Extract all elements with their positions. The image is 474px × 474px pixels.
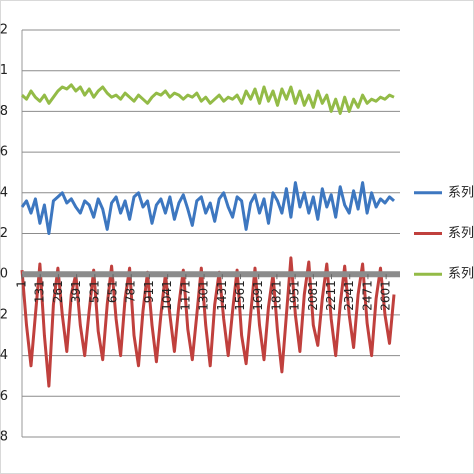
x-tick-label: 1951 <box>288 280 302 311</box>
x-tick-label: 1041 <box>160 280 174 311</box>
x-tick-label: 1171 <box>178 280 192 311</box>
x-tick-label: 1301 <box>197 280 211 311</box>
x-tick-label: 2341 <box>342 280 356 311</box>
x-tick-label: 391 <box>69 280 83 303</box>
x-tick-label: 1431 <box>215 280 229 311</box>
x-tick-label: 1821 <box>269 280 283 311</box>
y-tick-label: 1 <box>0 63 8 78</box>
x-tick-label: 2081 <box>306 280 320 311</box>
x-tick-label: 781 <box>124 280 138 303</box>
y-tick-label: 8 <box>0 104 8 119</box>
x-tick-label: 131 <box>33 280 47 303</box>
x-tick-label: 2471 <box>360 280 374 311</box>
legend-label: 系列 <box>448 185 474 200</box>
x-tick-label: 2211 <box>324 280 338 311</box>
series-line <box>20 83 395 115</box>
y-tick-label: 6 <box>0 389 8 404</box>
series-line <box>20 256 396 388</box>
y-tick-label: 2 <box>0 226 8 241</box>
y-tick-label: 4 <box>0 348 8 363</box>
x-tick-label: 521 <box>87 280 101 303</box>
y-tick-label: 4 <box>0 185 8 200</box>
x-tick-label: 1561 <box>233 280 247 311</box>
x-tick-label: 2601 <box>379 280 393 311</box>
legend-label: 系列 <box>448 267 474 282</box>
x-tick-label: 261 <box>51 280 65 303</box>
y-tick-label: 2 <box>0 307 8 322</box>
x-tick-label: 1 <box>15 280 29 288</box>
y-tick-label: 2 <box>0 23 8 38</box>
y-tick-label: 6 <box>0 145 8 160</box>
series-line <box>20 181 395 235</box>
legend-label: 系列 <box>448 226 474 241</box>
x-tick-label: 911 <box>142 280 156 303</box>
y-tick-label: 8 <box>0 430 8 445</box>
y-tick-label: 0 <box>0 267 8 282</box>
x-tick-label: 1691 <box>251 280 265 311</box>
x-tick-label: 651 <box>106 280 120 303</box>
